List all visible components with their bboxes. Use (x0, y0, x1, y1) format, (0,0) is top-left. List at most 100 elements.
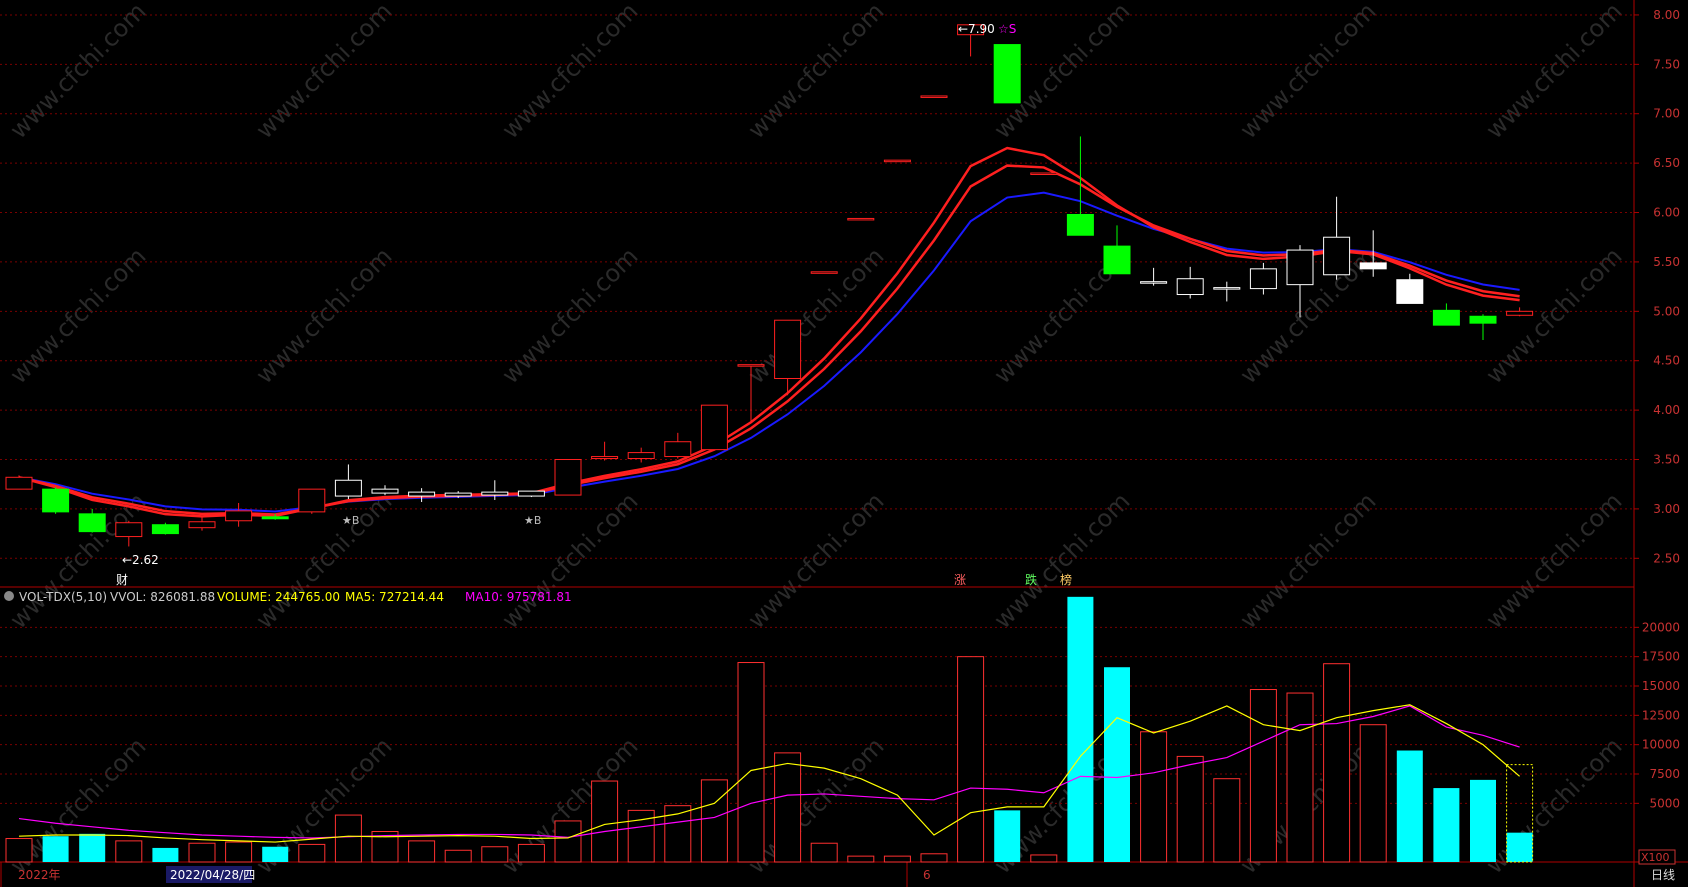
volume-ma-lines (18, 704, 1520, 843)
volume-bar (591, 780, 619, 863)
ma-red-line-2 (18, 146, 1520, 518)
finance-event-marker[interactable]: 财 (116, 573, 128, 587)
candle (1103, 225, 1131, 275)
volume-bar (774, 752, 802, 863)
candle-body (1432, 309, 1460, 326)
candle-body (664, 441, 692, 458)
watermark-text: www.cfchi.com (250, 0, 397, 144)
price-tick-label: 6.50 (1653, 156, 1680, 170)
candle-body (847, 217, 875, 221)
moving-average-lines (18, 146, 1520, 518)
high-price-marker: ←7.90 (958, 22, 995, 36)
price-tick-label: 4.50 (1653, 354, 1680, 368)
volume-grid (0, 626, 1634, 804)
volume-bar (298, 843, 326, 863)
volume-bar (334, 814, 362, 863)
volume-bars (5, 596, 1534, 863)
price-grid (0, 14, 1634, 559)
volume-unit-box (1638, 849, 1676, 865)
candle-body (225, 510, 253, 522)
candle-body (1323, 236, 1351, 276)
watermark-text: www.cfchi.com (1480, 242, 1627, 389)
candle-body (334, 479, 362, 497)
volume-tick-label: 15000 (1642, 679, 1680, 693)
candle (664, 432, 692, 459)
volume-bar (225, 841, 253, 863)
period-label[interactable]: 日线 (1651, 868, 1675, 882)
candle (5, 475, 33, 490)
price-tick-label: 7.00 (1653, 107, 1680, 121)
date-cursor-label: 2022/04/28/四 (170, 868, 255, 882)
candle (810, 271, 838, 274)
volume-bar (1286, 692, 1314, 863)
candle-body (151, 524, 179, 535)
volume-tick-label: 7500 (1649, 767, 1680, 781)
candle (261, 513, 289, 520)
candle-body (1066, 214, 1094, 236)
volume-bar (883, 855, 911, 863)
buy-signal-marker-1: ★B (342, 514, 359, 527)
candle-body (1140, 281, 1168, 284)
candlestick-series (5, 24, 1534, 547)
candle-body (1469, 315, 1497, 324)
candle-body (517, 490, 545, 497)
candle (298, 488, 326, 514)
volume-bar (42, 836, 69, 862)
candle-body (481, 491, 509, 496)
candle-body (261, 516, 289, 520)
volume-bar (1359, 724, 1387, 863)
candle-body (408, 491, 436, 497)
volume-bar (408, 840, 436, 863)
volume-bar (444, 849, 472, 863)
watermark-text: www.cfchi.com (496, 0, 643, 144)
volume-bar (664, 805, 692, 863)
candle (700, 404, 728, 451)
candle (591, 441, 619, 461)
candle (1176, 266, 1204, 299)
price-tick-label: 3.00 (1653, 502, 1680, 516)
candle (151, 522, 179, 535)
volume-bar (481, 846, 509, 863)
indicator-toggle-icon[interactable] (4, 591, 14, 601)
candle (1396, 273, 1424, 304)
volume-bar (188, 842, 216, 863)
volume-bar (1249, 689, 1277, 863)
candle (225, 502, 253, 527)
price-tick-label: 4.00 (1653, 403, 1680, 417)
watermark-text: www.cfchi.com (1234, 0, 1381, 144)
volume-bar (1104, 667, 1130, 862)
limit-up-marker[interactable]: 涨 (954, 572, 966, 587)
candle (334, 464, 362, 500)
candle-body (920, 95, 948, 98)
volume-bar (700, 779, 728, 863)
candle (993, 44, 1021, 104)
candle (517, 490, 545, 498)
indicator-name[interactable]: VOL-TDX(5,10) (19, 590, 107, 604)
candle-body (78, 513, 106, 533)
candle-body (1396, 279, 1424, 304)
candle-body (115, 522, 143, 538)
ranking-marker[interactable]: 榜 (1060, 572, 1072, 587)
candle (188, 516, 216, 531)
price-tick-label: 5.00 (1653, 304, 1680, 318)
candle (1323, 196, 1351, 280)
candle (444, 491, 472, 499)
volume-bar (957, 656, 985, 863)
volume-ma10-line (18, 705, 1520, 839)
candle (115, 520, 143, 547)
candle-body (957, 24, 985, 36)
low-price-marker: ←2.62 (122, 553, 159, 567)
volume-bar (1433, 788, 1460, 862)
volume-bar (1470, 779, 1496, 862)
volume-tick-label: 10000 (1642, 738, 1680, 752)
candle (1286, 245, 1314, 318)
volume-bar (1213, 778, 1241, 863)
limit-down-marker[interactable]: 跌 (1025, 572, 1037, 587)
watermark-text: www.cfchi.com (250, 242, 397, 389)
candle (371, 485, 399, 496)
candle-body (993, 44, 1021, 104)
candle (737, 364, 765, 422)
candle-body (627, 452, 655, 460)
ma-blue-line (18, 191, 1520, 513)
